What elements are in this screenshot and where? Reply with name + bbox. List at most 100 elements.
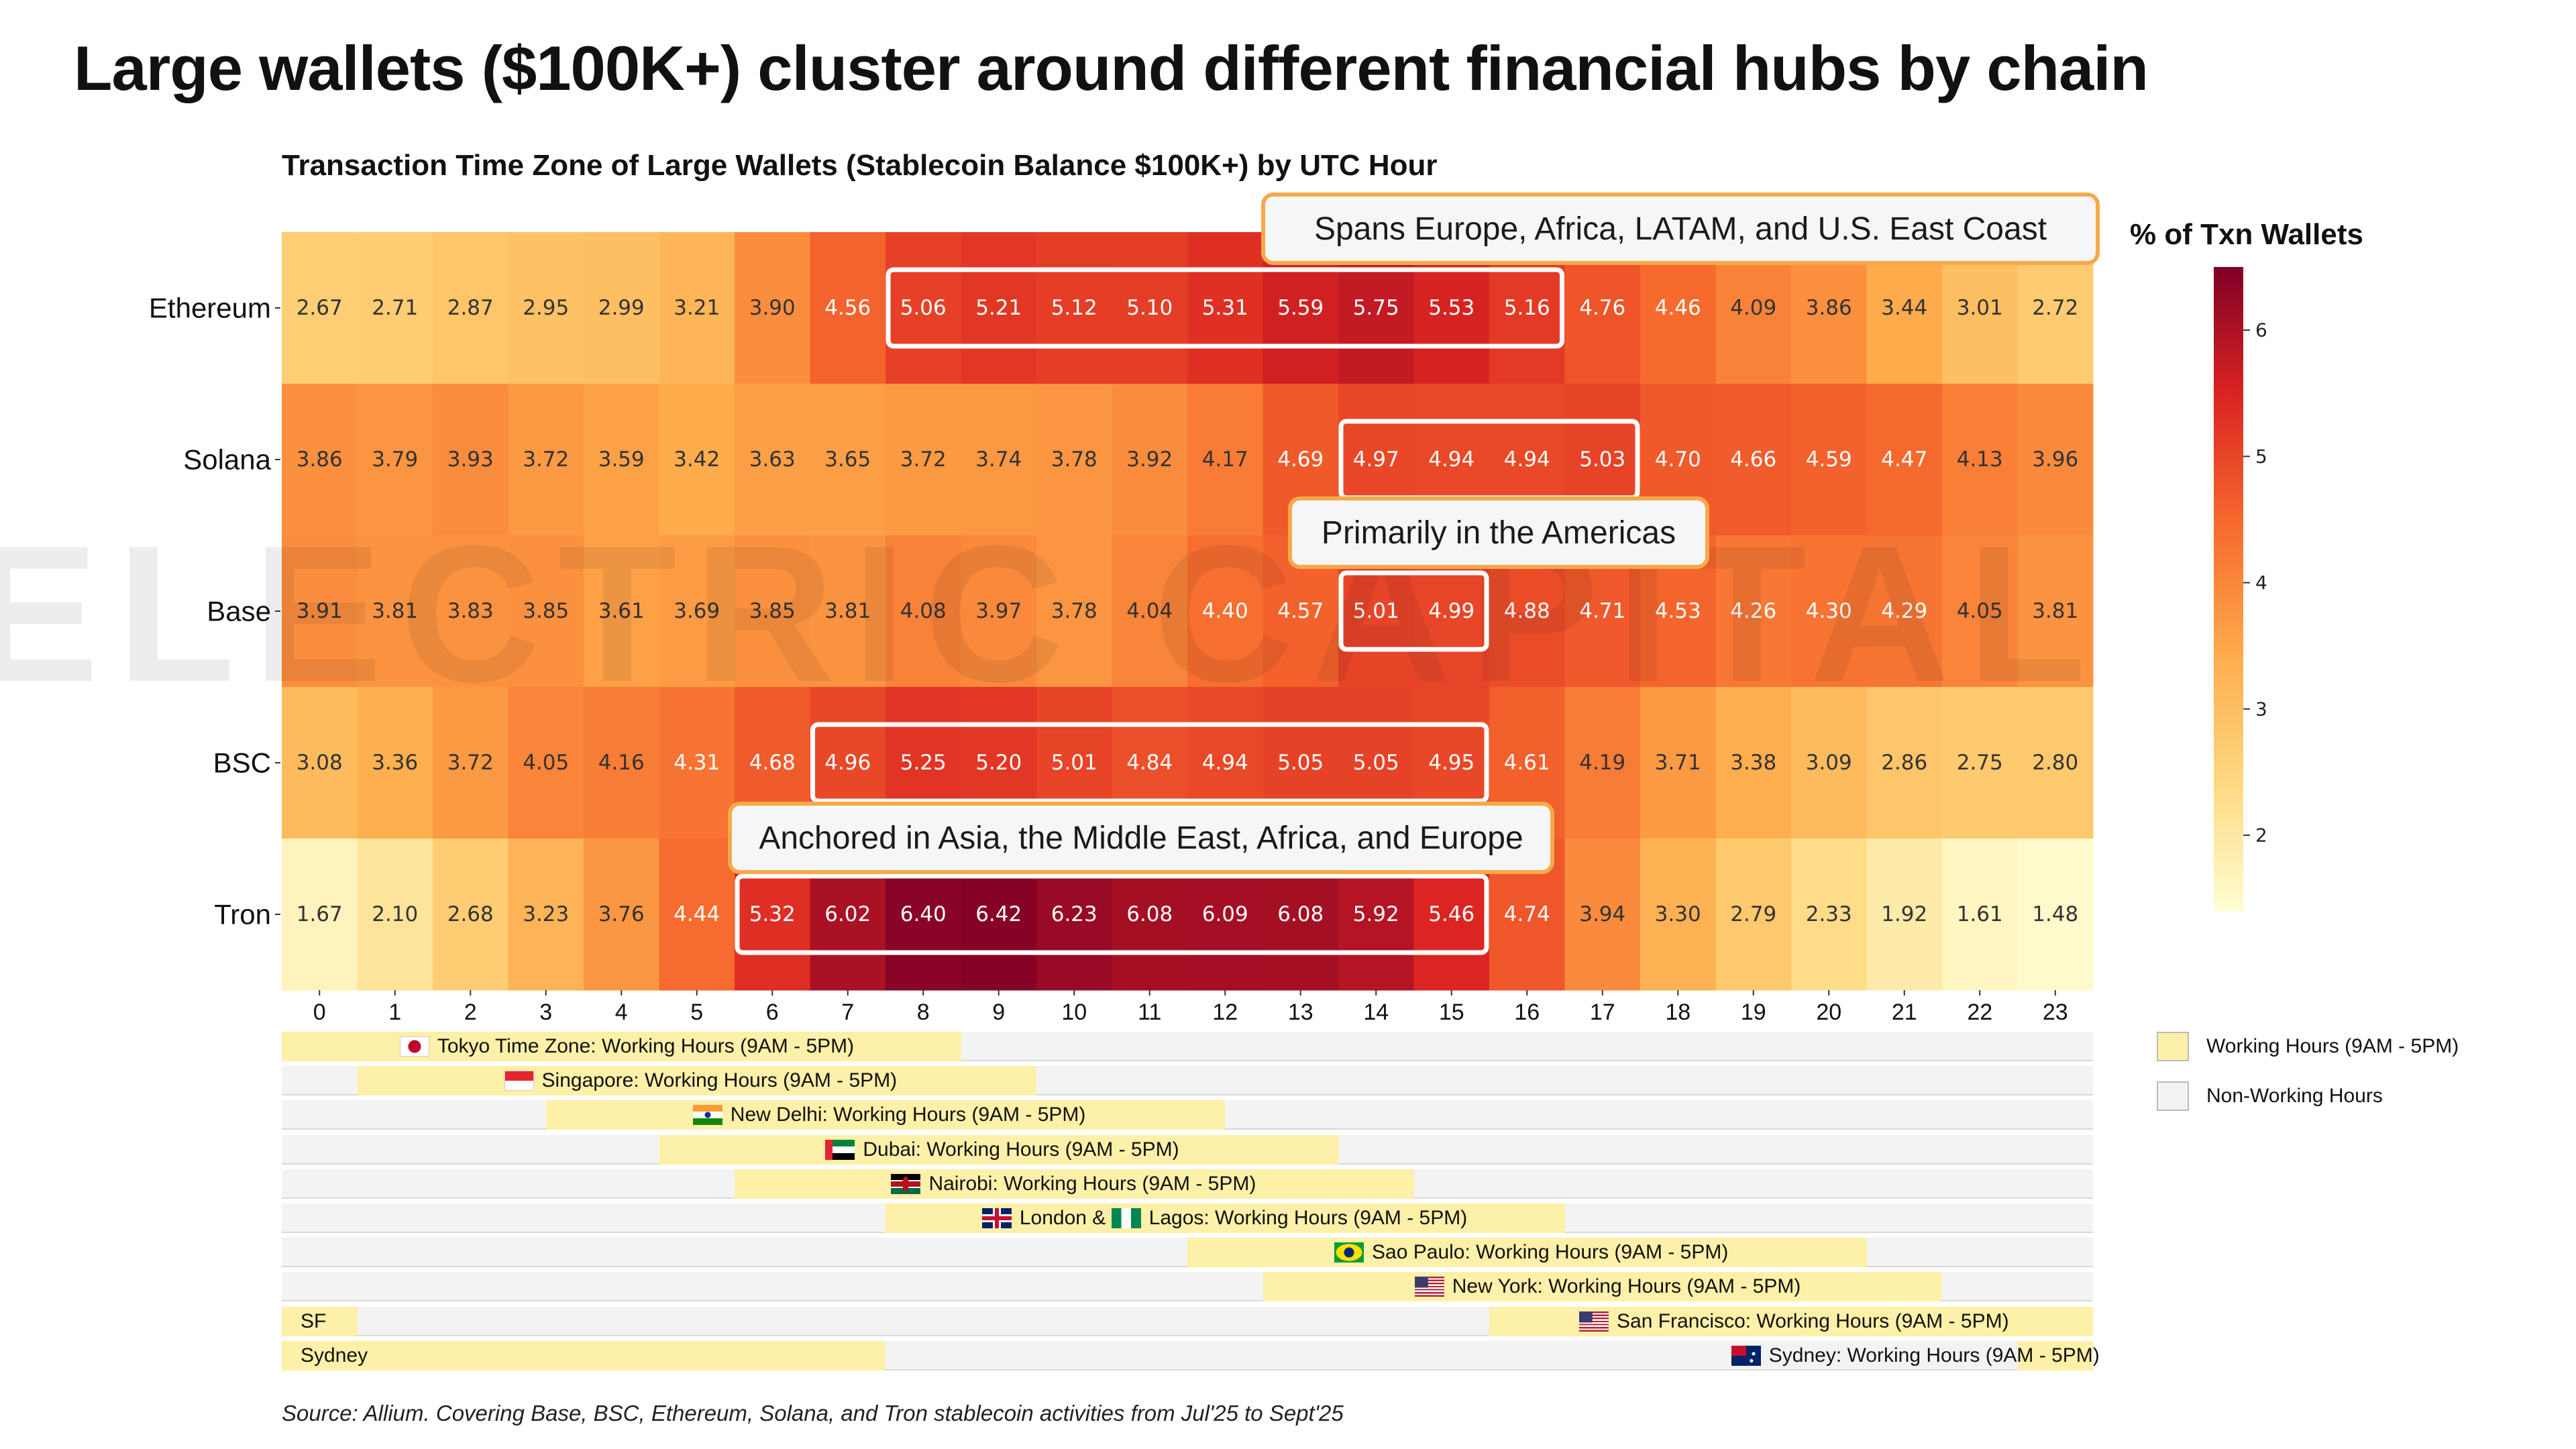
x-tick-label: 16 (1514, 1000, 1540, 1025)
cell-value-label: 6.02 (824, 902, 871, 926)
legend-nonworking-hours: Non-Working Hours (2157, 1081, 2383, 1111)
highlight-box (735, 873, 1489, 955)
brazil-flag-icon (1334, 1242, 1364, 1263)
cell-value-label: 4.16 (598, 751, 645, 775)
cell-value-label: 3.81 (372, 599, 418, 623)
colorbar-tick-label: 6 (2255, 319, 2267, 341)
heatmap-cell (961, 232, 1037, 384)
cell-value-label: 3.81 (2032, 599, 2078, 623)
timezone-row: Sao Paulo: Working Hours (9AM - 5PM) (282, 1238, 2093, 1268)
legend-working-hours: Working Hours (9AM - 5PM) (2157, 1032, 2459, 1061)
timezone-label: Tokyo Time Zone: Working Hours (9AM - 5P… (399, 1032, 854, 1061)
cell-value-label: 3.97 (975, 599, 1022, 623)
nigeria-flag-icon (1111, 1208, 1141, 1228)
annotation-ethereum: Spans Europe, Africa, LATAM, and U.S. Ea… (1261, 193, 2100, 265)
timezone-label: Singapore: Working Hours (9AM - 5PM) (504, 1066, 897, 1095)
highlight-box (885, 267, 1564, 349)
timezone-label: London & Lagos: Working Hours (9AM - 5PM… (981, 1203, 1468, 1233)
cell-value-label: 4.56 (824, 296, 871, 320)
cell-value-label: 4.26 (1730, 599, 1776, 623)
cell-value-label: 2.79 (1730, 902, 1776, 926)
heatmap-cell (584, 535, 659, 688)
cell-value-label: 3.38 (1730, 751, 1776, 775)
cell-value-label: 4.61 (1504, 751, 1550, 775)
cell-value-label: 3.81 (824, 599, 871, 623)
legend-working-label: Working Hours (9AM - 5PM) (2206, 1035, 2459, 1057)
y-tick-label: Ethereum (149, 292, 271, 324)
cell-value-label: 5.21 (975, 296, 1022, 320)
working-hours-band (659, 1134, 1338, 1165)
cell-value-label: 5.32 (749, 902, 796, 926)
heatmap-cell (659, 839, 735, 991)
heatmap-cell (1866, 687, 1943, 839)
cell-value-label: 4.59 (1806, 447, 1852, 472)
heatmap-cell (1564, 687, 1641, 839)
working-hours-band (1187, 1238, 1867, 1268)
heatmap-cell (282, 687, 358, 839)
cell-value-label: 4.46 (1655, 296, 1701, 320)
legend-nonworking-label: Non-Working Hours (2206, 1085, 2383, 1107)
heatmap-cell (282, 232, 358, 384)
heatmap-cell (885, 384, 961, 536)
heatmap-cell (810, 232, 886, 384)
cell-value-label: 4.66 (1730, 447, 1776, 472)
working-hours-band-wrap (282, 1306, 358, 1336)
heatmap-cell (1715, 535, 1792, 688)
highlight-box (1338, 570, 1489, 652)
cell-value-label: 5.46 (1428, 902, 1474, 926)
heatmap-cell (1866, 839, 1943, 991)
cell-value-label: 5.01 (1051, 751, 1097, 775)
heatmap-cell (282, 535, 358, 688)
cell-value-label: 5.01 (1353, 599, 1399, 623)
cell-value-label: 4.05 (1957, 599, 2003, 623)
working-hours-band-wrap (282, 1340, 885, 1371)
cell-value-label: 5.92 (1353, 902, 1399, 926)
cell-value-label: 3.23 (523, 902, 569, 926)
x-tick-label: 7 (841, 1000, 854, 1025)
heatmap-cell (2017, 384, 2094, 536)
heatmap-cell (433, 839, 508, 991)
cell-value-label: 3.96 (2032, 447, 2078, 472)
heatmap-cell (1866, 535, 1943, 688)
cell-value-label: 5.25 (900, 751, 947, 775)
heatmap-cell (885, 232, 961, 384)
timezone-label: Nairobi: Working Hours (9AM - 5PM) (891, 1169, 1256, 1199)
colorbar-tick-label: 5 (2255, 445, 2267, 468)
usa-flag-icon (1579, 1311, 1609, 1332)
chart-title: Transaction Time Zone of Large Wallets (… (282, 149, 1438, 182)
timezone-label-text-2: Lagos: Working Hours (9AM - 5PM) (1148, 1207, 1468, 1229)
cell-value-label: 5.03 (1579, 447, 1625, 472)
cell-value-label: 5.10 (1126, 296, 1173, 320)
heatmap-cell (584, 232, 659, 384)
cell-value-label: 4.76 (1579, 296, 1625, 320)
heatmap-cell (1715, 384, 1792, 536)
cell-value-label: 3.93 (447, 447, 494, 472)
heatmap-cell (1942, 687, 2018, 839)
colorbar-tick-label: 2 (2255, 824, 2267, 847)
cell-value-label: 5.20 (975, 751, 1022, 775)
cell-value-label: 3.85 (749, 599, 796, 623)
x-tick-label: 14 (1363, 1000, 1389, 1025)
cell-value-label: 5.12 (1051, 296, 1097, 320)
cell-value-label: 4.29 (1881, 599, 1927, 623)
x-tick-label: 4 (615, 1000, 628, 1025)
colorbar-tick-label: 4 (2255, 572, 2267, 594)
timezone-wrap-label: SF (301, 1309, 327, 1332)
cell-value-label: 5.05 (1277, 751, 1324, 775)
cell-value-label: 3.85 (523, 599, 569, 623)
cell-value-label: 3.76 (598, 902, 645, 926)
heatmap-cell (584, 384, 659, 536)
cell-value-label: 4.99 (1428, 599, 1474, 623)
cell-value-label: 3.69 (674, 599, 720, 623)
heatmap-cell (1187, 535, 1263, 688)
x-tick-label: 0 (313, 1000, 326, 1025)
x-tick-label: 22 (1967, 1000, 1992, 1025)
working-hours-band (545, 1100, 1226, 1130)
cell-value-label: 1.67 (297, 902, 343, 926)
cell-value-label: 2.33 (1806, 902, 1852, 926)
heatmap-cell (2017, 839, 2094, 991)
cell-value-label: 5.75 (1353, 296, 1399, 320)
heatmap-cell (735, 232, 810, 384)
cell-value-label: 4.88 (1504, 599, 1550, 623)
heatmap-cell (508, 384, 584, 536)
